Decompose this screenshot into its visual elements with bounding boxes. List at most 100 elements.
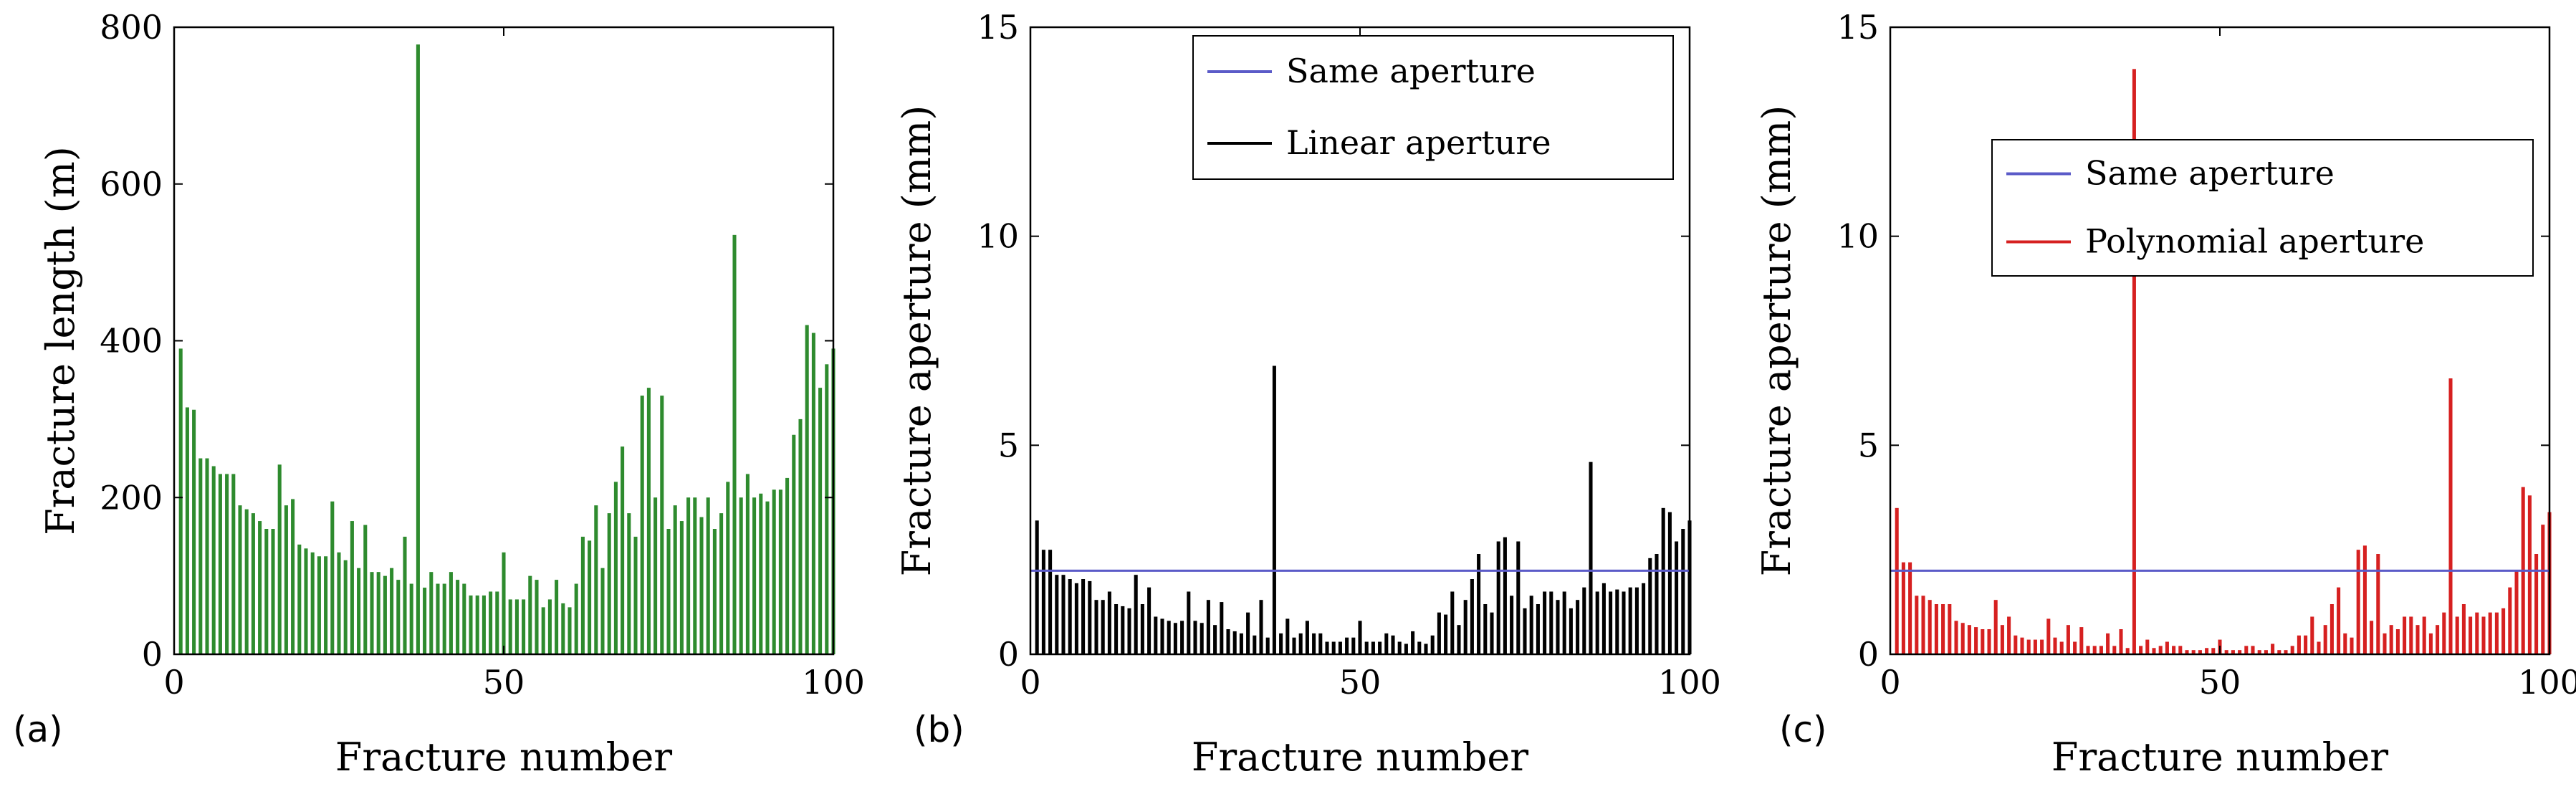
bar [2092, 646, 2097, 654]
bar [1470, 579, 1474, 654]
bar [2541, 525, 2545, 654]
bar [1232, 631, 1237, 654]
bar [2125, 648, 2130, 654]
bar [1503, 537, 1507, 654]
bar [2099, 646, 2103, 654]
bar [244, 509, 249, 654]
bar [514, 599, 519, 654]
bar [2112, 646, 2117, 654]
bar [1298, 633, 1303, 654]
bar [218, 474, 222, 654]
bar [1615, 589, 1619, 654]
bar [330, 501, 335, 654]
bar [1318, 633, 1323, 654]
bar [2422, 616, 2426, 654]
legend-entry: Linear aperture [1286, 123, 1551, 162]
bar [456, 580, 460, 654]
bar [1140, 604, 1144, 654]
bar [2231, 650, 2235, 654]
x-tick-label: 100 [1658, 663, 1721, 702]
y-tick-label: 0 [142, 635, 163, 674]
bar [1345, 637, 1349, 654]
bar [2238, 650, 2242, 654]
y-tick-label: 5 [1858, 426, 1879, 464]
bar [2026, 639, 2031, 654]
bar [231, 474, 236, 654]
x-axis-title: Fracture number [1192, 735, 1528, 780]
bar [1463, 600, 1467, 654]
bar [752, 497, 757, 654]
bar [732, 234, 737, 655]
y-axis-title: Fracture aperture (mm) [894, 105, 939, 577]
bar [2152, 648, 2156, 654]
bar [1569, 608, 1573, 654]
bar [2165, 641, 2169, 654]
bar [1411, 631, 1415, 654]
bar [1351, 637, 1356, 654]
bar [1536, 604, 1540, 654]
bar [1648, 558, 1652, 654]
bar [719, 513, 724, 655]
bar [337, 552, 341, 654]
bar [535, 580, 539, 654]
bar [2205, 648, 2209, 654]
bar [1562, 591, 1566, 654]
bar [693, 497, 697, 654]
bar [390, 568, 394, 654]
panel-label: (b) [914, 709, 964, 750]
bar [568, 607, 572, 655]
bar [1068, 579, 1072, 654]
bar [416, 44, 420, 655]
bar [2251, 646, 2255, 654]
bar [462, 583, 466, 654]
legend-entry: Same aperture [1286, 52, 1536, 90]
bar [1417, 641, 1422, 654]
bar [423, 588, 427, 654]
bar [1424, 644, 1428, 654]
bar [1272, 365, 1276, 654]
bar [211, 466, 216, 654]
bar [2494, 612, 2499, 654]
bar [555, 580, 559, 654]
bar [1121, 606, 1125, 654]
bar [818, 388, 823, 655]
bar [594, 505, 598, 654]
bar [1576, 600, 1580, 654]
bar [2469, 616, 2473, 654]
bar [528, 575, 532, 655]
x-tick-label: 0 [163, 663, 184, 702]
bar [2284, 650, 2288, 654]
bar [1226, 629, 1230, 654]
bar [1457, 625, 1461, 654]
bar [1450, 591, 1455, 654]
bar [1035, 520, 1039, 654]
bar [1928, 600, 1932, 654]
bar [1510, 596, 1514, 654]
bar [2290, 646, 2294, 654]
bar [317, 556, 321, 654]
x-tick-label: 50 [483, 663, 525, 702]
bar [1081, 579, 1086, 654]
panel-b: 0 50 100 0 5 10 15 Fracture number Fracture aper… [894, 8, 1721, 780]
x-tick-label: 100 [802, 663, 865, 702]
bar [1061, 575, 1066, 654]
bar [2337, 587, 2341, 654]
bar [745, 474, 750, 654]
bar [2086, 646, 2090, 654]
y-axis-title: Fracture length (m) [38, 146, 83, 535]
bar [588, 540, 592, 654]
bar [541, 607, 545, 655]
legend-box [1192, 35, 1674, 180]
bar [653, 497, 658, 654]
bar [1667, 512, 1672, 654]
bar [2389, 625, 2393, 654]
bar [1601, 583, 1606, 654]
bar [1364, 641, 1369, 654]
bar [2501, 608, 2506, 654]
y-tick-label: 15 [977, 8, 1019, 47]
bar [1967, 625, 1971, 654]
bar [429, 572, 434, 654]
bar [1180, 621, 1184, 654]
bar [205, 458, 209, 654]
bar [1404, 644, 1408, 654]
